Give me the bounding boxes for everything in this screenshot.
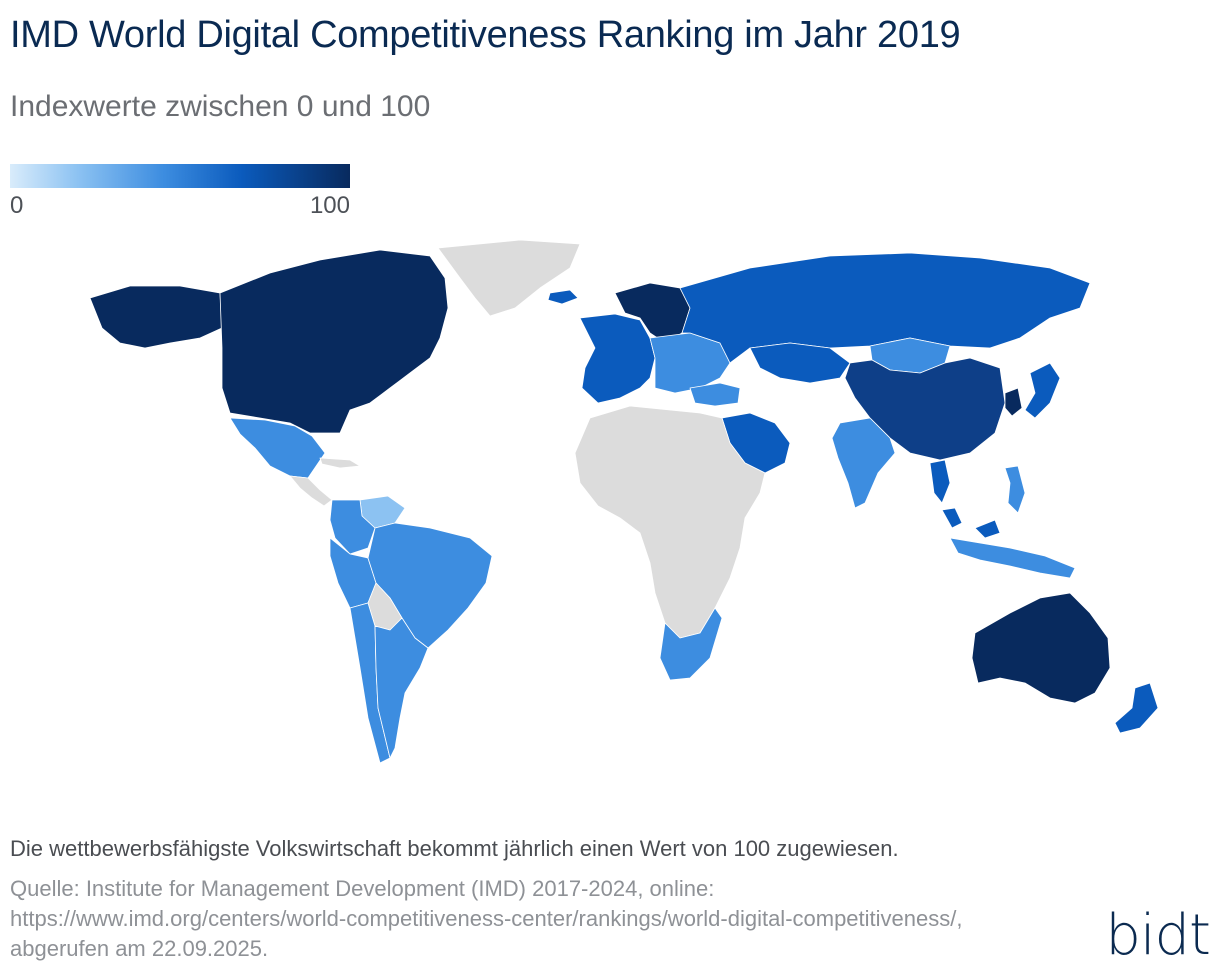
map-region-australia [971,592,1111,704]
map-region-iceland [547,289,579,305]
map-region-kazakhstan [749,342,851,384]
map-region-cuba [319,457,361,469]
map-region-malaysia [941,507,1001,539]
map-region-south-africa [659,607,723,681]
legend-max-label: 100 [309,192,350,219]
map-region-colombia [329,499,376,555]
map-region-new-zealand [1114,682,1159,734]
chart-title: IMD World Digital Competitiveness Rankin… [10,14,961,56]
map-region-indonesia [949,537,1076,579]
legend-labels: 0 100 [10,192,350,220]
map-region-philippines [1004,465,1026,514]
legend-min-label: 0 [10,192,24,219]
legend-gradient-bar [10,164,350,188]
map-region-india [831,417,896,509]
chart-note: Die wettbewerbsfähigste Volkswirtschaft … [10,836,899,861]
map-region-north-america-usa-canada [219,249,449,434]
map-region-greenland [437,239,581,317]
map-region-africa [574,405,766,639]
map-region-japan [1024,362,1061,419]
map-region-argentina [374,617,429,759]
color-legend: 0 100 [10,164,350,220]
map-region-turkey [689,382,741,407]
map-region-korea [1004,387,1023,417]
map-region-western-europe [579,313,656,404]
source-text: Quelle: Institute for Management Develop… [10,876,963,961]
bidt-logo: bidt [1105,903,1211,968]
map-region-alaska [89,285,223,349]
map-region-central-america [289,475,333,507]
map-region-thailand [929,459,951,504]
chart-subtitle: Indexwerte zwischen 0 und 100 [10,90,431,123]
map-region-china [844,357,1006,461]
world-map-svg [89,239,1159,764]
world-map [50,238,1210,778]
